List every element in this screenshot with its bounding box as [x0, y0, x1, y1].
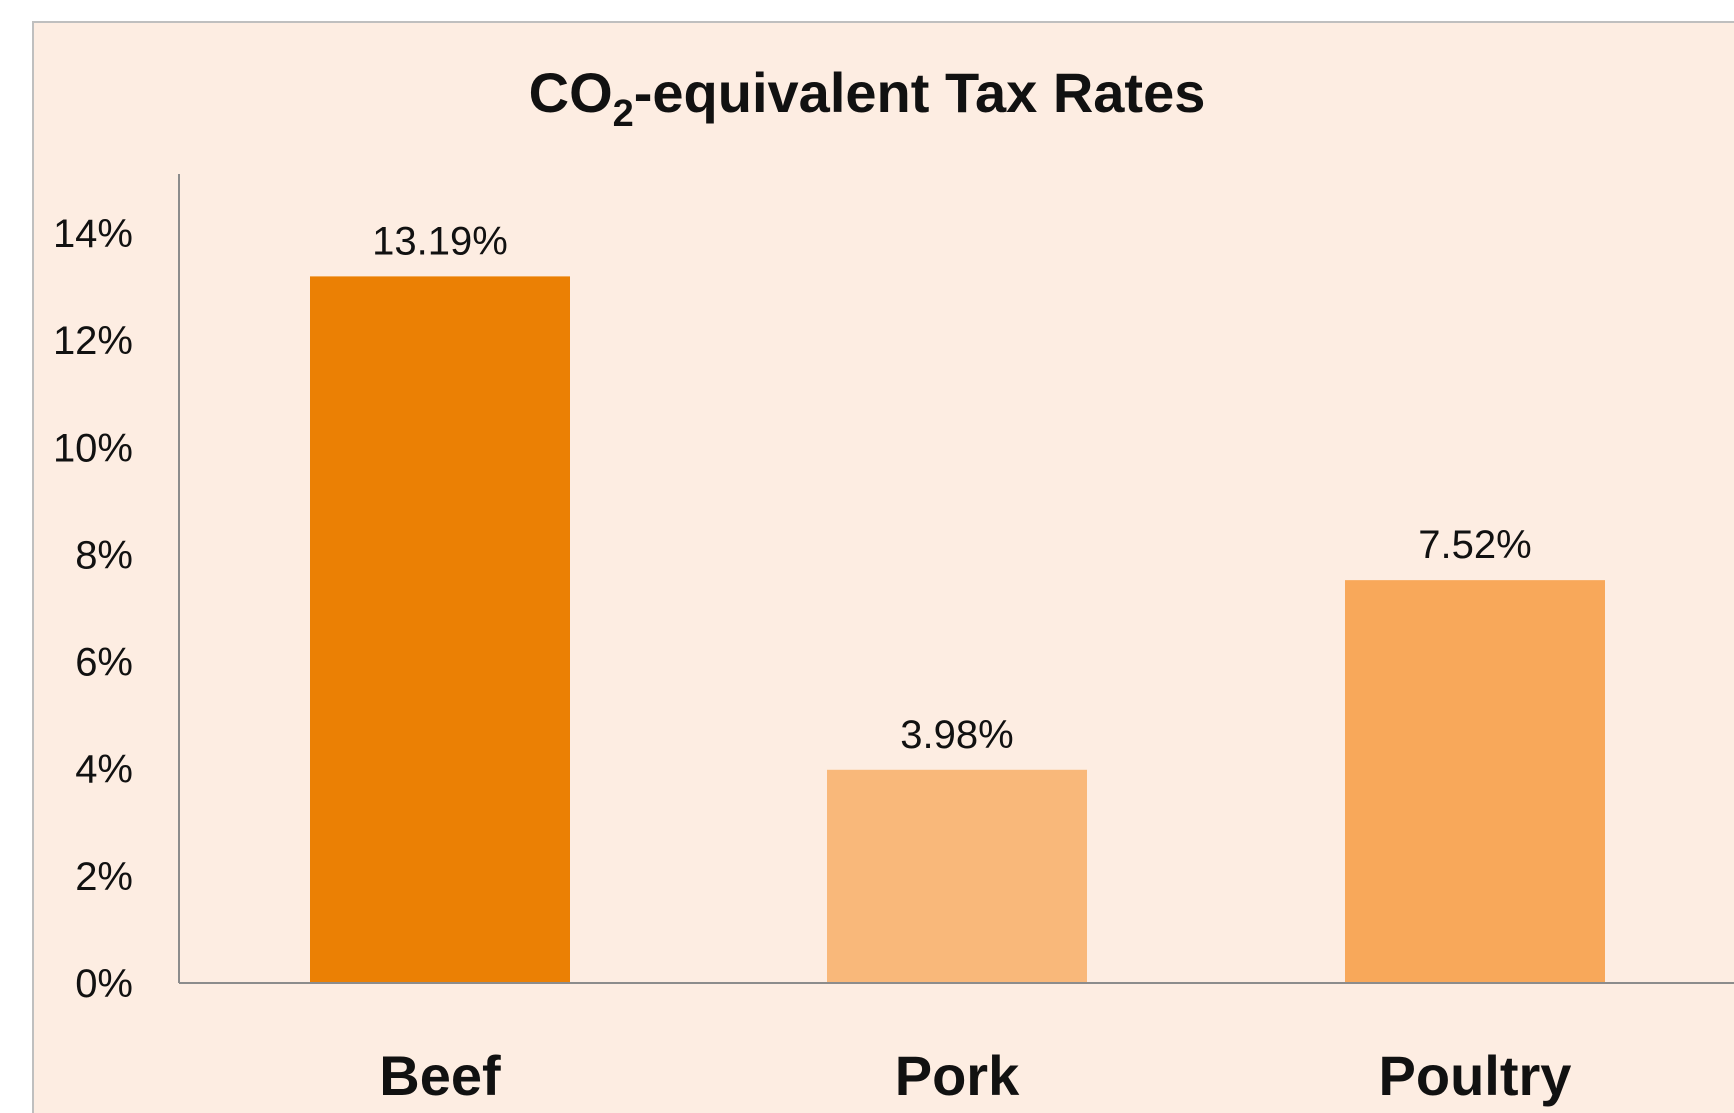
y-tick-label: 6% [75, 641, 133, 685]
y-tick-label: 2% [75, 855, 133, 899]
bars [310, 276, 1605, 984]
chart-title-prefix: CO [529, 61, 613, 124]
chart-title: CO2-equivalent Tax Rates [529, 61, 1206, 135]
bar-poultry [1345, 580, 1605, 983]
y-tick-label: 4% [75, 748, 133, 792]
bar-pork [827, 769, 1087, 983]
y-tick-label: 10% [53, 426, 133, 470]
value-label-poultry: 7.52% [1418, 523, 1531, 567]
chart-title-subscript: 2 [613, 93, 634, 135]
chart-title-suffix: -equivalent Tax Rates [634, 61, 1206, 124]
value-label-pork: 3.98% [900, 713, 1013, 757]
y-tick-label: 8% [75, 533, 133, 577]
value-label-beef: 13.19% [372, 219, 508, 263]
y-tick-label: 12% [53, 319, 133, 363]
y-tick-label: 14% [53, 212, 133, 256]
y-tick-label: 0% [75, 962, 133, 1006]
bar-beef [310, 276, 570, 984]
category-labels: Beef Pork Poultry [379, 1044, 1571, 1107]
y-axis-ticks: 0% 2% 4% 6% 8% 10% 12% 14% [53, 212, 133, 1006]
category-label-pork: Pork [895, 1044, 1020, 1107]
category-label-poultry: Poultry [1379, 1044, 1572, 1107]
category-label-beef: Beef [379, 1044, 501, 1107]
value-labels: 13.19% 3.98% 7.52% [372, 219, 1532, 756]
